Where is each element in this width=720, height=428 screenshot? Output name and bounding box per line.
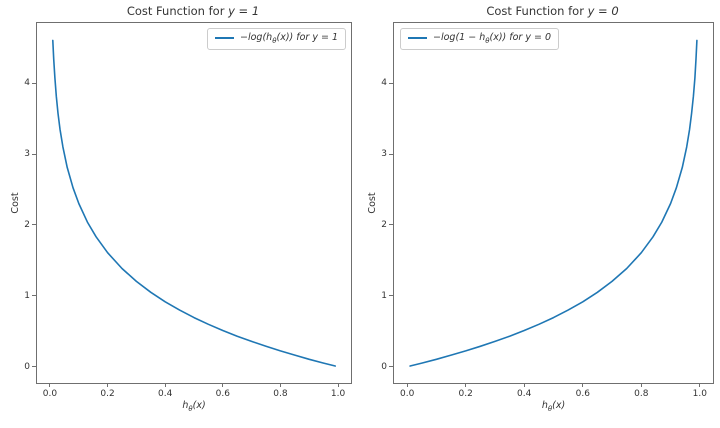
y-tick-mark [389, 295, 393, 297]
x-tick-label: 0.2 [458, 389, 473, 399]
y-tick-label: 2 [381, 219, 387, 230]
x-tick-label: 1.0 [330, 389, 346, 399]
y-tick-label: 2 [24, 219, 30, 230]
x-tick-mark [640, 383, 642, 387]
y-tick-mark [32, 82, 36, 84]
x-tick-mark [699, 383, 701, 387]
y-axis-label-y0: Cost [367, 192, 378, 214]
x-tick-mark [465, 383, 467, 387]
legend-label-y1: −log(hθ(x)) for y = 1 [240, 32, 338, 45]
plot-title-y0: Cost Function for y = 0 [393, 4, 712, 19]
x-axis-label-subscript: θ [188, 404, 193, 413]
x-tick-mark [49, 383, 51, 387]
legend-y1: −log(hθ(x)) for y = 1 [207, 28, 346, 50]
legend-line-sample [408, 37, 427, 40]
x-tick-mark [164, 383, 166, 387]
y-tick-label: 1 [24, 290, 30, 301]
legend-label-part: (x)) for y = 1 [276, 32, 338, 43]
y-tick-mark [389, 153, 393, 155]
x-tick-label: 0.0 [42, 389, 58, 399]
x-tick-label: 0.6 [575, 389, 590, 399]
y-tick-label: 0 [381, 361, 387, 372]
legend-label-part: (x)) for y = 0 [489, 32, 552, 43]
x-tick-mark [337, 383, 339, 387]
plot-area-y0: −log(1 − hθ(x)) for y = 0 hθ(x) Cost 0.0… [367, 22, 714, 413]
x-tick-label: 0.8 [634, 389, 649, 399]
legend-label-y0: −log(1 − hθ(x)) for y = 0 [433, 32, 551, 45]
x-tick-label: 0.4 [158, 389, 173, 399]
x-axis-label-subscript: θ [547, 404, 553, 413]
x-tick-mark [222, 383, 224, 387]
x-axis-label-part: (x) [552, 400, 566, 411]
legend-label-part: −log(1 − h [433, 32, 486, 43]
y-tick-mark [32, 295, 36, 297]
cost-curve-line [409, 39, 698, 367]
x-tick-mark [279, 383, 281, 387]
legend-line-sample [215, 37, 235, 40]
y-tick-label: 3 [24, 149, 30, 160]
x-tick-mark [582, 383, 584, 387]
y-tick-mark [32, 153, 36, 155]
x-tick-label: 0.2 [100, 389, 115, 399]
cost-curve-line [52, 39, 337, 367]
plot-title-text: Cost Function for [486, 4, 588, 18]
y-tick-label: 4 [381, 78, 387, 89]
x-axis-label-y1: hθ(x) [37, 400, 351, 413]
legend-label-part: −log(h [240, 32, 273, 43]
x-tick-label: 0.4 [517, 389, 532, 399]
plot-title-text: Cost Function for [126, 4, 229, 18]
y-tick-mark [32, 366, 36, 368]
x-axis-label-part: h [182, 400, 189, 411]
x-tick-label: 0.0 [399, 389, 415, 399]
y-tick-mark [389, 366, 393, 368]
y-tick-mark [32, 224, 36, 226]
cost-curve-y0 [409, 39, 698, 367]
x-axis-label-y0: hθ(x) [394, 400, 713, 413]
plot-title-y1: Cost Function for y = 1 [36, 4, 350, 19]
x-tick-label: 1.0 [692, 389, 707, 399]
y-tick-label: 4 [24, 78, 30, 89]
y-tick-mark [389, 82, 393, 84]
plot-area-y1: −log(hθ(x)) for y = 1 hθ(x) Cost 0.0 0.2 0… [10, 22, 352, 413]
x-tick-mark [523, 383, 525, 387]
legend-label-subscript: θ [485, 36, 490, 45]
y-tick-label: 0 [24, 361, 30, 372]
x-tick-mark [107, 383, 109, 387]
x-tick-label: 0.6 [215, 389, 230, 399]
y-tick-label: 3 [381, 149, 387, 160]
plot-title-math: y = 0 [587, 4, 619, 18]
y-tick-mark [389, 224, 393, 226]
x-axis-label-part: (x) [192, 400, 206, 411]
plot-title-math: y = 1 [228, 4, 260, 18]
y-tick-label: 1 [381, 290, 387, 301]
x-tick-mark [406, 383, 408, 387]
y-axis-label-y1: Cost [10, 192, 21, 214]
cost-curve-y1 [52, 39, 337, 367]
x-axis-label-part: h [541, 400, 548, 411]
legend-y0: −log(1 − hθ(x)) for y = 0 [400, 28, 560, 50]
x-tick-label: 0.8 [273, 389, 288, 399]
legend-label-subscript: θ [272, 36, 277, 45]
